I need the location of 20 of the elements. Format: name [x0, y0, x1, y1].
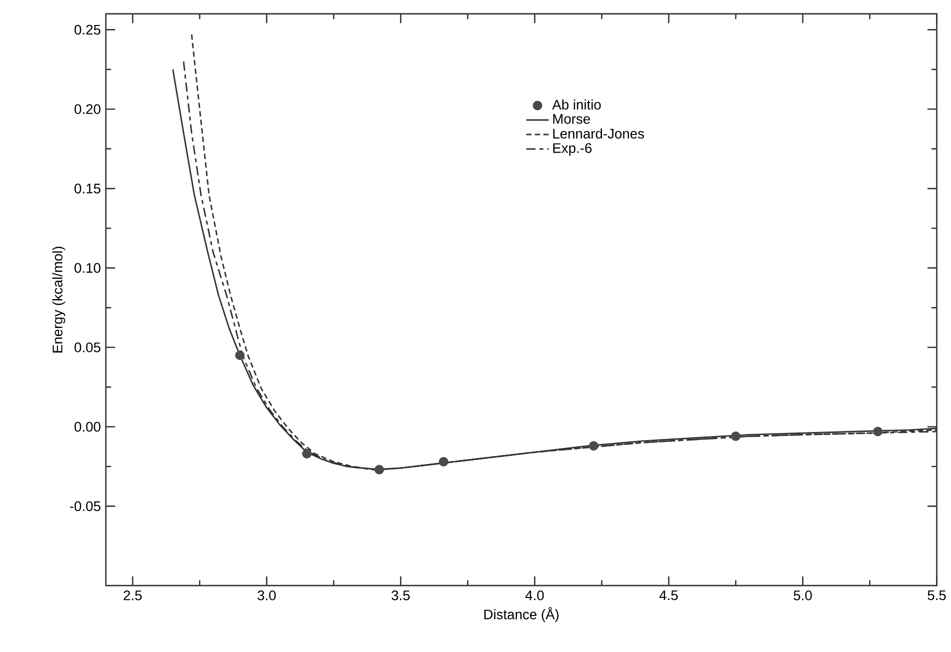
x-tick-label: 4.5	[659, 590, 678, 600]
x-tick-label: 5.0	[794, 590, 812, 600]
x-tick-label: 5.5	[928, 590, 946, 600]
x-tick-label: 3.5	[392, 590, 410, 600]
y-tick-label: 0.25	[74, 24, 100, 35]
y-tick-label: 0.10	[74, 263, 100, 273]
legend-label: Ab initio	[552, 99, 601, 110]
y-tick-label: 0.05	[74, 342, 100, 352]
y-tick-label: 0.00	[74, 422, 100, 432]
legend-label: Morse	[553, 114, 590, 124]
legend-label: Lennard-Jones	[553, 128, 644, 139]
y-tick-label: 0.15	[74, 184, 100, 194]
y-tick-label: -0.05	[70, 501, 100, 512]
legend-label: Exp.-6	[553, 143, 592, 156]
x-axis-title: Distance (Å)	[484, 607, 559, 622]
y-tick-label: 0.20	[74, 104, 100, 114]
x-tick-label: 3.0	[258, 590, 276, 600]
y-axis-title: Energy (kcal/mol)	[52, 246, 66, 353]
x-tick-label: 4.0	[525, 590, 544, 600]
x-tick-label: 2.5	[124, 590, 142, 600]
